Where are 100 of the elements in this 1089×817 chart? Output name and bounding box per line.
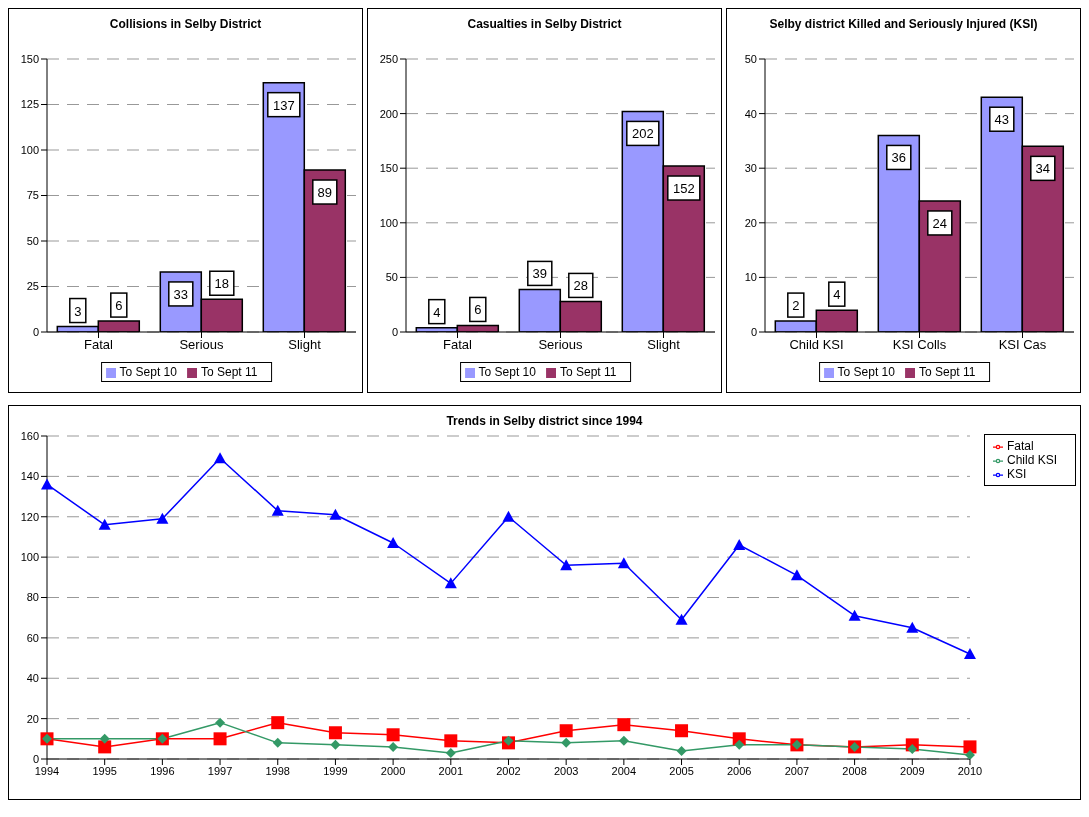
point <box>502 510 515 522</box>
legend-label: To Sept 11 <box>200 365 258 379</box>
point <box>444 577 457 589</box>
x-tick-label: 2004 <box>611 764 637 777</box>
y-tick-label: 100 <box>379 216 398 229</box>
x-tick-label: 2002 <box>496 764 521 777</box>
y-tick-label: 100 <box>20 143 39 156</box>
data-label: 33 <box>173 286 189 302</box>
x-tick-label: KSI Cas <box>998 337 1047 353</box>
data-label: 43 <box>994 112 1010 128</box>
y-tick-label: 200 <box>379 107 398 120</box>
legend-label: To Sept 11 <box>918 365 976 379</box>
x-tick-label: 1996 <box>150 764 175 777</box>
data-label: 202 <box>631 126 654 142</box>
x-tick-label: 1997 <box>207 764 233 777</box>
data-label: 39 <box>532 266 548 282</box>
data-label: 6 <box>115 298 123 314</box>
y-tick-label: 150 <box>379 162 398 175</box>
point <box>560 559 573 571</box>
data-label: 6 <box>474 302 482 318</box>
x-tick-label: Child KSI <box>789 337 844 353</box>
x-tick-label: 2005 <box>669 764 694 777</box>
legend-label: Child KSI <box>1006 453 1057 467</box>
point <box>907 743 918 754</box>
x-tick-label: Slight <box>288 337 322 353</box>
data-label: 3 <box>74 303 82 319</box>
x-tick-label: 1994 <box>34 764 60 777</box>
x-tick-label: 2008 <box>842 764 867 777</box>
point <box>98 740 112 754</box>
y-tick-label: 0 <box>32 752 39 765</box>
x-tick-label: 2009 <box>900 764 925 777</box>
point <box>98 518 111 530</box>
data-label: 24 <box>932 215 948 231</box>
y-tick-label: 250 <box>379 52 398 65</box>
point <box>559 724 573 738</box>
y-tick-label: 0 <box>32 325 39 338</box>
point <box>386 728 400 742</box>
point <box>617 718 631 732</box>
x-tick-label: Fatal <box>84 337 114 353</box>
point <box>328 726 342 740</box>
point <box>271 504 284 516</box>
data-label: 2 <box>792 298 800 314</box>
point <box>617 557 630 569</box>
legend-label: To Sept 11 <box>559 365 617 379</box>
point <box>213 732 227 746</box>
x-tick-label: KSI Colls <box>892 337 947 353</box>
x-tick-label: 2006 <box>726 764 752 777</box>
chart-title: Trends in Selby district since 1994 <box>445 413 644 428</box>
point <box>503 735 514 746</box>
x-tick-label: 1998 <box>265 764 290 777</box>
point <box>906 621 919 633</box>
y-tick-label: 30 <box>744 162 757 175</box>
legend-label: KSI <box>1006 467 1027 481</box>
point <box>387 536 400 548</box>
y-tick-label: 40 <box>744 107 757 120</box>
point <box>561 737 572 748</box>
y-tick-label: 120 <box>20 510 39 523</box>
legend-label: To Sept 10 <box>478 365 536 379</box>
y-tick-label: 50 <box>385 271 398 284</box>
y-tick-label: 40 <box>26 672 39 685</box>
x-tick-label: 2000 <box>380 764 406 777</box>
y-tick-label: 80 <box>26 591 39 604</box>
x-tick-label: 2001 <box>438 764 464 777</box>
y-tick-label: 50 <box>744 52 757 65</box>
x-tick-label: 1995 <box>92 764 117 777</box>
y-tick-label: 75 <box>26 189 39 202</box>
point <box>156 512 169 524</box>
y-tick-label: 150 <box>20 52 39 65</box>
y-tick-label: 100 <box>20 551 39 564</box>
point <box>734 739 745 750</box>
y-tick-label: 20 <box>744 216 757 229</box>
y-tick-label: 140 <box>20 470 39 483</box>
point <box>215 717 226 728</box>
point <box>329 508 342 520</box>
y-tick-label: 60 <box>26 631 39 644</box>
y-tick-label: 0 <box>750 325 757 338</box>
point <box>963 740 977 754</box>
x-tick-label: 2007 <box>784 764 810 777</box>
legend-label: To Sept 10 <box>837 365 895 379</box>
x-tick-label: Fatal <box>443 337 473 353</box>
point <box>675 724 689 738</box>
legend-label: Fatal <box>1006 439 1034 453</box>
point <box>790 569 803 581</box>
y-tick-label: 0 <box>391 325 398 338</box>
data-label: 137 <box>272 97 295 113</box>
y-tick-label: 25 <box>26 280 39 293</box>
point <box>330 739 341 750</box>
point <box>733 539 746 551</box>
point <box>99 733 110 744</box>
y-tick-label: 50 <box>26 234 39 247</box>
point <box>444 734 458 748</box>
point <box>214 452 227 464</box>
point <box>676 745 687 756</box>
point <box>964 749 975 759</box>
point <box>618 735 629 746</box>
x-tick-label: Serious <box>538 337 584 353</box>
data-label: 36 <box>891 150 907 166</box>
chart-title: Collisions in Selby District <box>108 16 263 33</box>
point <box>963 648 976 660</box>
legend-label: To Sept 10 <box>119 365 177 379</box>
